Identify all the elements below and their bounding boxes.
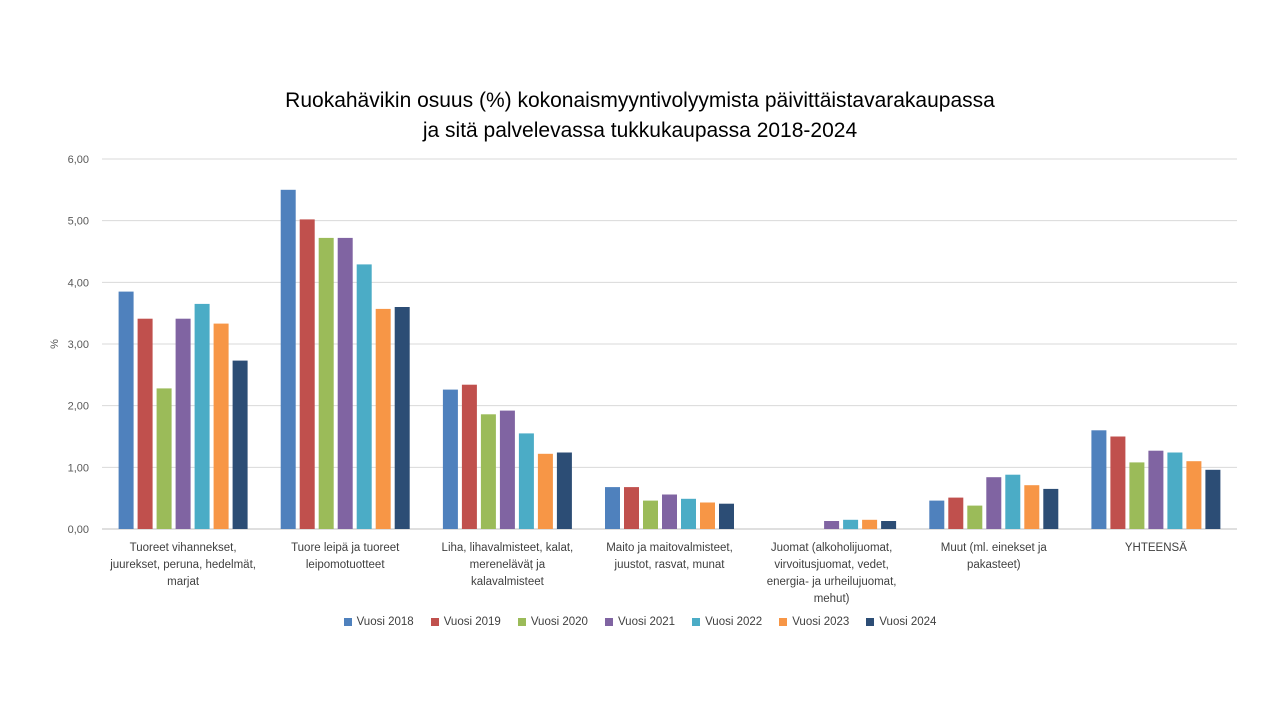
legend-item: Vuosi 2019: [430, 616, 501, 628]
bar: [624, 487, 639, 529]
y-tick-label: 6,00: [68, 154, 89, 166]
legend-label: Vuosi 2023: [792, 616, 850, 628]
bar: [843, 519, 859, 530]
y-tick-label: 1,00: [68, 462, 89, 474]
bar: [1043, 488, 1059, 529]
bar: [337, 237, 353, 529]
legend-swatch: [866, 618, 875, 626]
legend-label: Vuosi 2022: [705, 616, 763, 628]
bar: [824, 521, 840, 529]
legend-swatch: [692, 618, 701, 626]
bar: [1205, 469, 1221, 529]
bar: [175, 318, 191, 529]
bar: [537, 453, 553, 529]
legend-label: Vuosi 2020: [530, 616, 588, 628]
bar: [1129, 462, 1145, 529]
bar: [1005, 474, 1021, 529]
legend-label: Vuosi 2019: [443, 616, 501, 628]
legend-label: Vuosi 2021: [617, 616, 676, 628]
bar: [967, 505, 983, 529]
bar: [137, 318, 153, 529]
bar: [556, 452, 572, 529]
bar: [394, 307, 410, 529]
bar: [1148, 450, 1164, 529]
bar: [605, 487, 620, 529]
legend: Vuosi 2018 Vuosi 2019 Vuosi 2020 Vuosi 2021…: [0, 616, 1280, 628]
legend-item: Vuosi 2018: [343, 616, 414, 628]
y-axis-tick-labels: 0,00 1,00 2,00 3,00 4,00 5,00 6,00: [68, 154, 89, 536]
gridlines: [102, 158, 1237, 530]
x-category-label: YHTEENSÄ: [1125, 542, 1187, 554]
x-axis-category-labels: Tuoreet vihannekset, juurekset, peruna, h…: [109, 542, 1187, 605]
bar: [1167, 452, 1183, 529]
bar: [1024, 485, 1040, 529]
bar: [1110, 436, 1126, 529]
chart-title-line-2: ja sitä palvelevassa tukkukaupassa 2018-…: [422, 119, 858, 142]
bar: [948, 497, 964, 529]
bar: [1186, 461, 1202, 529]
x-category-label: Tuore leipä ja tuoreet leipomotuotteet: [291, 542, 400, 571]
y-tick-label: 2,00: [68, 401, 89, 413]
legend-item: Vuosi 2024: [866, 616, 936, 628]
legend-label: Vuosi 2018: [356, 616, 414, 628]
legend-item: Vuosi 2023: [779, 616, 849, 628]
bar: [442, 389, 458, 529]
bar: [881, 521, 897, 529]
x-category-label: Juomat (alkoholijuomat, virvoitusjuomat, …: [767, 542, 897, 605]
legend-label: Vuosi 2024: [879, 616, 937, 628]
y-tick-label: 0,00: [68, 524, 89, 536]
bar: [461, 384, 477, 529]
bar: [700, 502, 715, 529]
bar: [662, 494, 677, 529]
bar: [518, 433, 534, 529]
y-tick-label: 5,00: [68, 216, 89, 228]
y-axis-label: %: [49, 339, 61, 349]
bar: [232, 360, 248, 529]
legend-swatch: [517, 618, 526, 626]
bar: [719, 503, 734, 529]
chart-title-line-1: Ruokahävikin osuus (%) kokonaismyyntivol…: [285, 89, 995, 112]
bar: [375, 308, 391, 529]
x-category-label: Liha, lihavalmisteet, kalat, mereneläväṭ …: [442, 542, 574, 588]
legend-item: Vuosi 2020: [517, 616, 588, 628]
bar: [280, 189, 296, 530]
bars: [118, 189, 1221, 530]
legend-swatch: [343, 618, 352, 626]
legend-swatch: [604, 618, 613, 626]
legend-swatch: [779, 618, 788, 626]
bar: [1091, 430, 1107, 529]
bar: [213, 323, 229, 529]
chart-title: Ruokahävikin osuus (%) kokonaismyyntivol…: [0, 86, 1280, 146]
x-category-label: Tuoreet vihannekset, juurekset, peruna, h…: [109, 542, 256, 588]
bar: [681, 498, 696, 529]
bar: [480, 414, 496, 529]
bar: [318, 237, 334, 529]
bar: [299, 219, 315, 529]
bar: [643, 500, 658, 529]
legend-swatch: [430, 618, 439, 626]
legend-item: Vuosi 2022: [692, 616, 762, 628]
legend-item: Vuosi 2021: [604, 616, 676, 628]
x-category-label: Maito ja maitovalmisteet, juustot, rasvat…: [606, 542, 733, 571]
bar: [929, 500, 945, 529]
y-tick-label: 4,00: [68, 277, 89, 289]
x-category-label: Muut (ml. einekset ja pakasteet): [941, 542, 1048, 571]
bar: [862, 519, 878, 530]
bar: [194, 303, 210, 529]
bar: [356, 264, 372, 529]
bar: [156, 388, 172, 529]
bar: [118, 291, 134, 529]
bar: [499, 410, 515, 529]
y-tick-label: 3,00: [68, 339, 89, 351]
bar: [986, 477, 1002, 529]
